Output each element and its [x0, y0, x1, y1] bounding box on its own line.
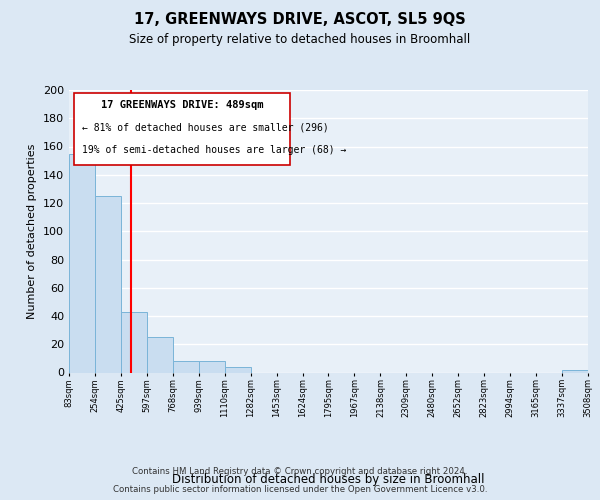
- Bar: [95, 196, 121, 372]
- Text: Contains HM Land Registry data © Crown copyright and database right 2024.: Contains HM Land Registry data © Crown c…: [132, 467, 468, 476]
- Bar: [147, 337, 173, 372]
- Text: 17 GREENWAYS DRIVE: 489sqm: 17 GREENWAYS DRIVE: 489sqm: [101, 100, 263, 110]
- Bar: [224, 367, 251, 372]
- Text: Contains public sector information licensed under the Open Government Licence v3: Contains public sector information licen…: [113, 485, 487, 494]
- Text: 19% of semi-detached houses are larger (68) →: 19% of semi-detached houses are larger (…: [82, 145, 346, 155]
- Bar: [173, 361, 199, 372]
- Y-axis label: Number of detached properties: Number of detached properties: [28, 144, 37, 319]
- Bar: [562, 370, 588, 372]
- FancyBboxPatch shape: [74, 93, 290, 165]
- Bar: [69, 154, 95, 372]
- Text: Size of property relative to detached houses in Broomhall: Size of property relative to detached ho…: [130, 32, 470, 46]
- Text: 17, GREENWAYS DRIVE, ASCOT, SL5 9QS: 17, GREENWAYS DRIVE, ASCOT, SL5 9QS: [134, 12, 466, 28]
- Bar: [121, 312, 147, 372]
- Bar: [199, 361, 224, 372]
- Text: ← 81% of detached houses are smaller (296): ← 81% of detached houses are smaller (29…: [82, 122, 329, 132]
- X-axis label: Distribution of detached houses by size in Broomhall: Distribution of detached houses by size …: [172, 473, 485, 486]
